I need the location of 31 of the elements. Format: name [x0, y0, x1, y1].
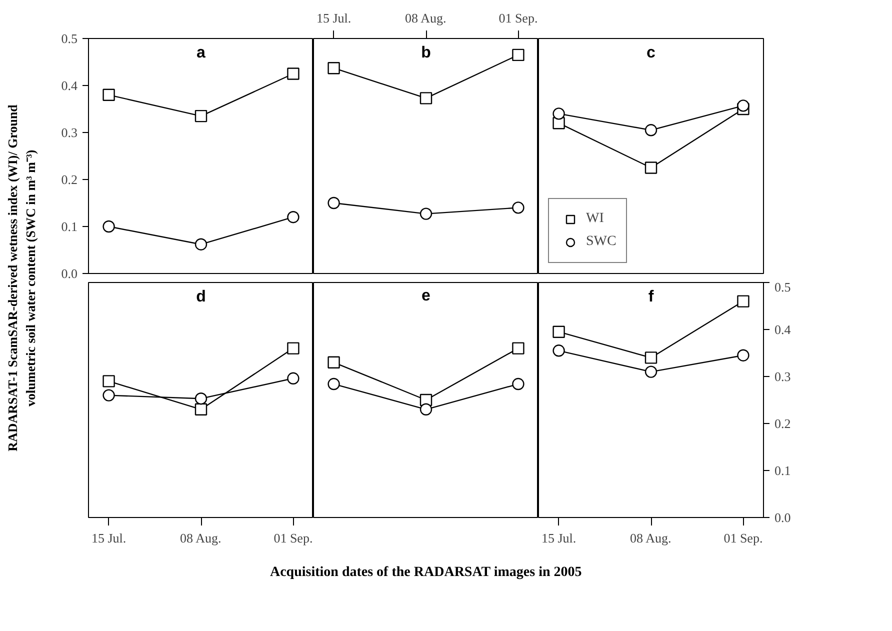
y-tick-label: 0.4	[61, 78, 78, 93]
y-tick-label: 0.1	[774, 463, 791, 478]
y-tick-label: 0.0	[774, 510, 791, 525]
x-tick-label: 08 Aug.	[405, 10, 446, 26]
x-tick-label: 01 Sep.	[498, 10, 538, 26]
y-tick-label: 0.1	[61, 219, 78, 234]
y-tick-label: 0.4	[774, 322, 792, 337]
legend-label: WI	[586, 211, 605, 227]
x-tick-label: 15 Jul.	[541, 530, 576, 546]
chart-title: b	[421, 44, 432, 62]
chart-title: f	[648, 288, 654, 306]
chart-title: a	[196, 44, 206, 62]
x-tick-label: 01 Sep.	[274, 530, 313, 546]
y-tick-label: 0.5	[774, 280, 791, 294]
y-tick-label: 0.3	[774, 369, 791, 384]
y-tick-label: 0.2	[774, 416, 791, 431]
x-tick-label: 15 Jul.	[316, 10, 352, 26]
chart-title: d	[196, 288, 206, 306]
x-tick-label: 08 Aug.	[180, 530, 222, 546]
y-tick-label: 0.3	[61, 125, 78, 140]
y-axis-title: RADARSAT-1 ScamSAR-derived wetness index (WI)/ Ground volumetric soil water content (SWC in m³ m⁻³)	[5, 104, 38, 452]
x-tick-label: 08 Aug.	[630, 530, 672, 546]
chart-title: c	[646, 44, 656, 62]
x-tick-label: 01 Sep.	[724, 530, 763, 546]
y-tick-label: 0.2	[61, 172, 78, 187]
x-axis-title: Acquisition dates of the RADARSAT images in 2005	[270, 565, 582, 580]
legend-label: SWC	[586, 234, 616, 250]
x-tick-label: 15 Jul.	[91, 530, 126, 546]
y-tick-label: 0.0	[61, 266, 78, 281]
y-tick-label: 0.5	[61, 31, 78, 46]
chart-title: e	[422, 288, 431, 304]
